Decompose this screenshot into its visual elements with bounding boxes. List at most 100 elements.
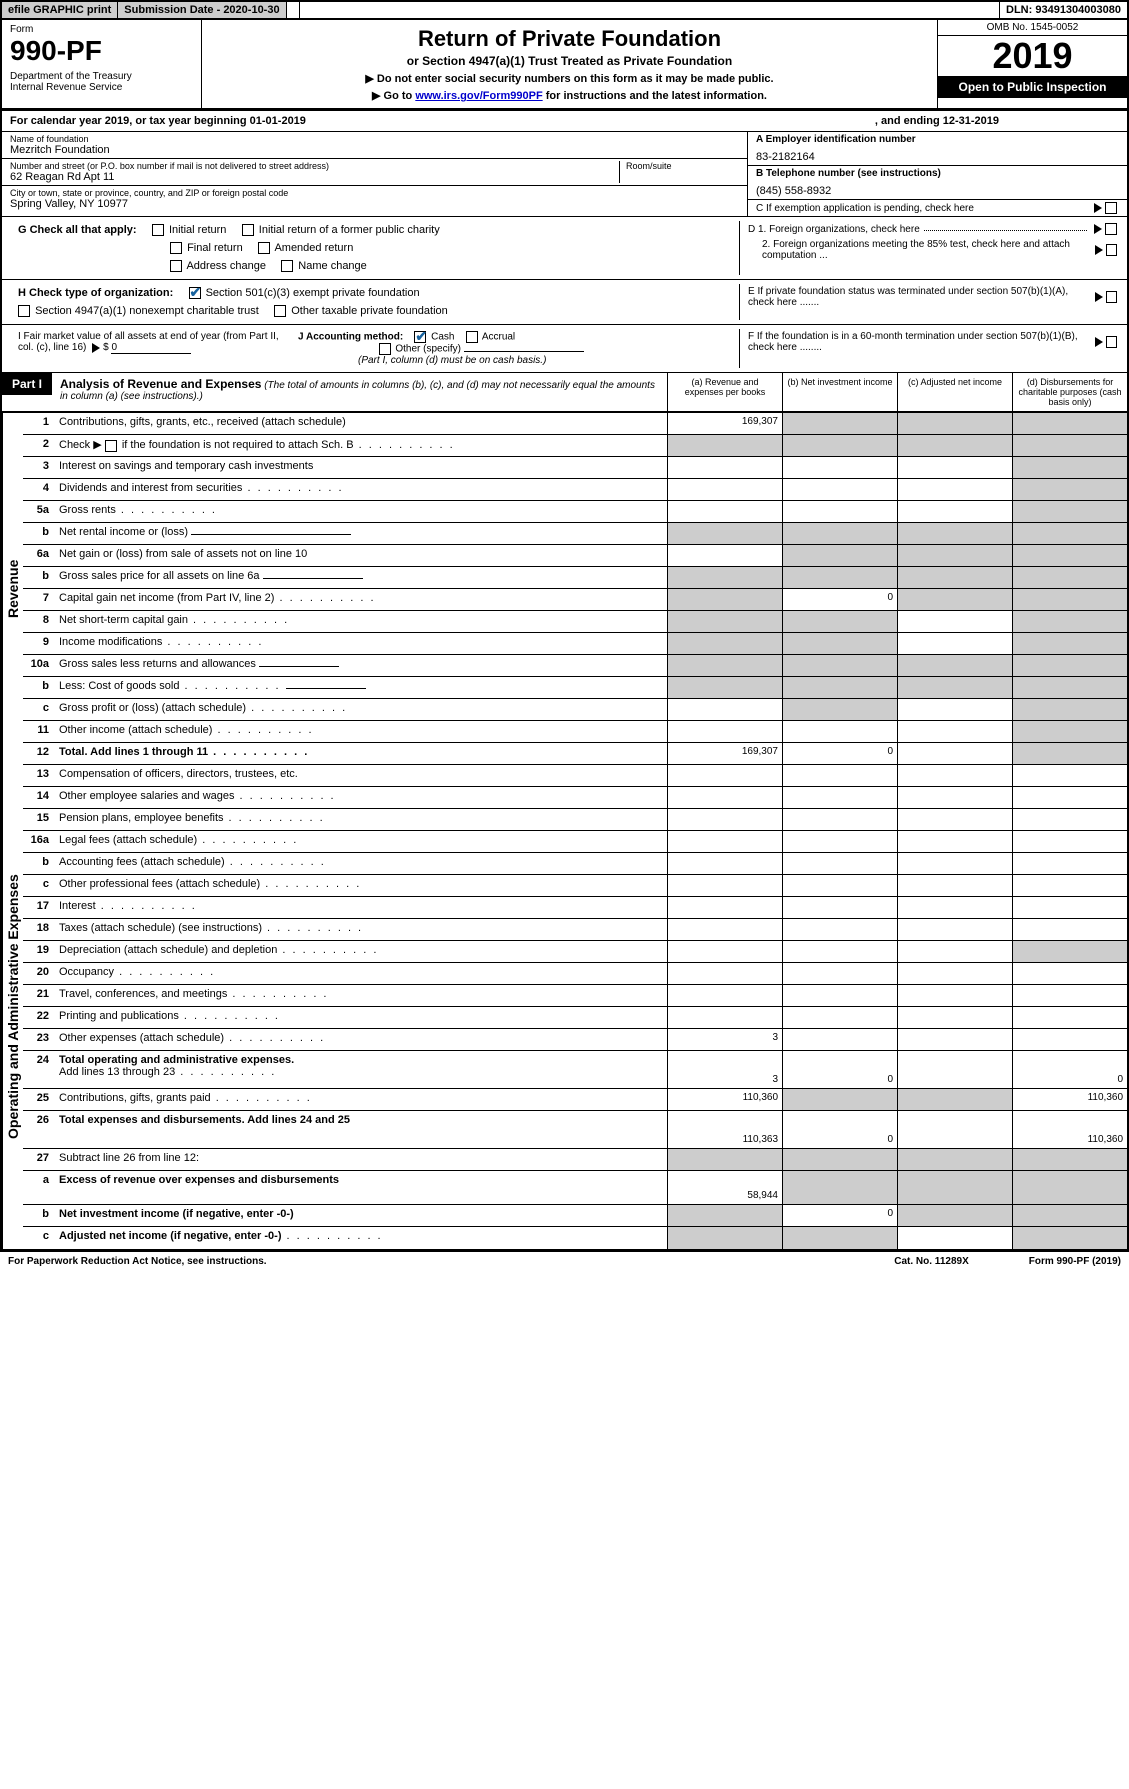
checks-left: G Check all that apply: Initial return I… [10,221,739,275]
j-cash: Cash [431,332,454,343]
h-opt-3: Other taxable private foundation [291,305,448,317]
identity-right: A Employer identification number 83-2182… [747,132,1127,216]
table-row: bNet rental income or (loss) [23,523,1127,545]
foundation-name-row: Name of foundation Mezritch Foundation [2,132,747,159]
omb-number: OMB No. 1545-0052 [938,20,1127,36]
address-change-checkbox[interactable] [170,260,182,272]
arrow-icon [92,343,100,353]
column-headers: (a) Revenue and expenses per books (b) N… [667,373,1127,411]
table-row: 10aGross sales less returns and allowanc… [23,655,1127,677]
arrow-icon [1095,292,1103,302]
g-row-2: Final return Amended return [10,239,739,257]
arrow-icon [1095,337,1103,347]
sch-b-checkbox[interactable] [105,440,117,452]
table-row: 18Taxes (attach schedule) (see instructi… [23,919,1127,941]
part-1-title: Analysis of Revenue and Expenses [60,377,261,391]
table-row: 5aGross rents [23,501,1127,523]
table-row: 13Compensation of officers, directors, t… [23,765,1127,787]
table-row: cOther professional fees (attach schedul… [23,875,1127,897]
accrual-checkbox[interactable] [466,331,478,343]
expense-table: Operating and Administrative Expenses 13… [2,765,1127,1249]
table-row: bNet investment income (if negative, ent… [23,1205,1127,1227]
topbar: efile GRAPHIC print Submission Date - 20… [2,2,1127,20]
expense-label: Operating and Administrative Expenses [2,765,23,1249]
foundation-name: Mezritch Foundation [10,144,739,156]
table-row: cGross profit or (loss) (attach schedule… [23,699,1127,721]
submission-date: Submission Date - 2020-10-30 [118,2,286,18]
d2-checkbox[interactable] [1106,244,1117,256]
other-taxable-checkbox[interactable] [274,305,286,317]
section-c-row: C If exemption application is pending, c… [748,200,1127,216]
expense-rows: 13Compensation of officers, directors, t… [23,765,1127,1249]
calyear-text: For calendar year 2019, or tax year begi… [10,115,306,127]
part-1-desc: Analysis of Revenue and Expenses (The to… [52,373,667,406]
d2-label: 2. Foreign organizations meeting the 85%… [748,239,1092,261]
room-label: Room/suite [626,161,739,171]
initial-former-checkbox[interactable] [242,224,254,236]
ein-label: A Employer identification number [756,134,1119,145]
address-row: Number and street (or P.O. box number if… [2,159,747,186]
table-row: 21Travel, conferences, and meetings [23,985,1127,1007]
name-label: Name of foundation [10,134,739,144]
g-opt-3: Amended return [274,242,353,254]
other-method-checkbox[interactable] [379,343,391,355]
c-checkbox[interactable] [1105,202,1117,214]
f-label: F If the foundation is in a 60-month ter… [748,331,1095,353]
col-a: (a) Revenue and expenses per books [667,373,782,411]
table-row: 12Total. Add lines 1 through 11169,3070 [23,743,1127,765]
table-row: 6aNet gain or (loss) from sale of assets… [23,545,1127,567]
4947-checkbox[interactable] [18,305,30,317]
h-row-2: Section 4947(a)(1) nonexempt charitable … [10,302,739,320]
final-return-checkbox[interactable] [170,242,182,254]
h-opt-2: Section 4947(a)(1) nonexempt charitable … [35,305,259,317]
form-subtitle: or Section 4947(a)(1) Trust Treated as P… [208,54,931,68]
h-left: H Check type of organization: Section 50… [10,284,739,320]
submission-spacer [287,2,300,18]
h-label: H Check type of organization: [18,287,173,299]
cash-checkbox[interactable] [414,331,426,343]
g-opt-4: Address change [186,260,266,272]
g-opt-2: Final return [187,242,243,254]
j-other: Other (specify) [395,344,461,355]
e-checkbox[interactable] [1106,291,1117,303]
g-label: G Check all that apply: [18,224,137,236]
dept-label: Department of the Treasury [10,71,193,82]
calyear-ending: , and ending 12-31-2019 [875,115,1119,127]
city-value: Spring Valley, NY 10977 [10,198,739,210]
initial-return-checkbox[interactable] [152,224,164,236]
identity-left: Name of foundation Mezritch Foundation N… [2,132,747,216]
d1-checkbox[interactable] [1105,223,1117,235]
table-row: cAdjusted net income (if negative, enter… [23,1227,1127,1249]
col-b: (b) Net investment income [782,373,897,411]
h-row-1: H Check type of organization: Section 50… [10,284,739,302]
calendar-year-row: For calendar year 2019, or tax year begi… [2,111,1127,132]
name-change-checkbox[interactable] [281,260,293,272]
instr-link[interactable]: www.irs.gov/Form990PF [415,90,542,102]
table-row: 15Pension plans, employee benefits [23,809,1127,831]
i-value: 0 [111,342,191,354]
j-accrual: Accrual [482,332,515,343]
table-row: bGross sales price for all assets on lin… [23,567,1127,589]
j-label: J Accounting method: [298,332,403,343]
instr-2-suffix: for instructions and the latest informat… [546,90,767,102]
g-opt-0: Initial return [169,224,226,236]
instr-2-prefix: ▶ Go to [372,90,415,102]
checks-right-d: D 1. Foreign organizations, check here 2… [739,221,1119,275]
g-row: G Check all that apply: Initial return I… [10,221,739,239]
g-row-3: Address change Name change [10,257,739,275]
check-section-h: H Check type of organization: Section 50… [2,280,1127,325]
f-checkbox[interactable] [1106,336,1117,348]
instr-2: ▶ Go to www.irs.gov/Form990PF for instru… [208,89,931,102]
open-public: Open to Public Inspection [938,76,1127,98]
amended-return-checkbox[interactable] [258,242,270,254]
part-1-header: Part I Analysis of Revenue and Expenses … [2,372,1127,412]
form-header: Form 990-PF Department of the Treasury I… [2,20,1127,111]
501c3-checkbox[interactable] [189,287,201,299]
table-row: 14Other employee salaries and wages [23,787,1127,809]
col-d: (d) Disbursements for charitable purpose… [1012,373,1127,411]
table-row: 1Contributions, gifts, grants, etc., rec… [23,413,1127,435]
g-opt-1: Initial return of a former public charit… [259,224,440,236]
arrow-icon [1095,245,1103,255]
col-c: (c) Adjusted net income [897,373,1012,411]
page-footer: For Paperwork Reduction Act Notice, see … [0,1251,1129,1271]
